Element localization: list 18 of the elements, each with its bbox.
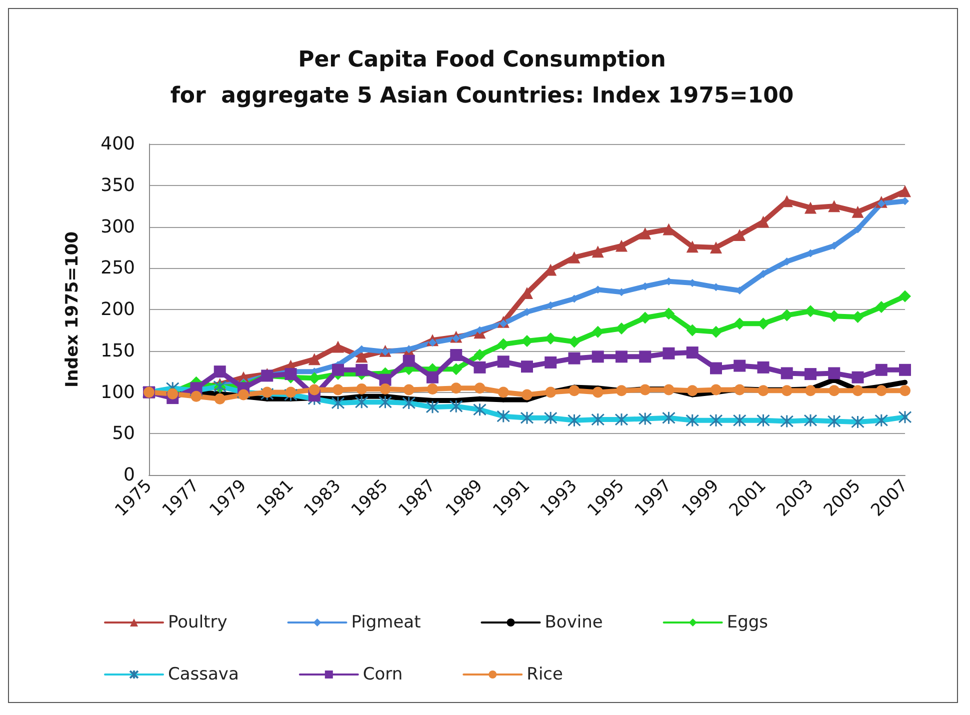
- chart-title: Per Capita Food Consumption for aggregate 5 Asian Countries: Index 1975=100: [170, 48, 794, 108]
- y-tick-label: 50: [112, 423, 135, 444]
- legend-label: Bovine: [544, 612, 603, 632]
- y-tick-label: 300: [100, 216, 135, 238]
- legend-label: Eggs: [726, 612, 768, 632]
- y-tick-label: 150: [100, 340, 135, 362]
- legend-label: Cassava: [168, 664, 239, 684]
- y-axis-title: Index 1975=100: [62, 231, 82, 388]
- legend-label: Rice: [526, 664, 563, 684]
- y-tick-label: 0: [124, 464, 135, 486]
- legend-label: Corn: [362, 664, 403, 684]
- y-tick-label: 400: [100, 134, 135, 154]
- legend-label: Pigmeat: [351, 612, 422, 632]
- y-tick-label: 200: [100, 299, 135, 320]
- y-tick-label: 350: [100, 174, 135, 196]
- legend-label: Poultry: [168, 612, 228, 632]
- y-tick-label: 100: [100, 382, 135, 403]
- y-tick-label: 250: [100, 258, 135, 279]
